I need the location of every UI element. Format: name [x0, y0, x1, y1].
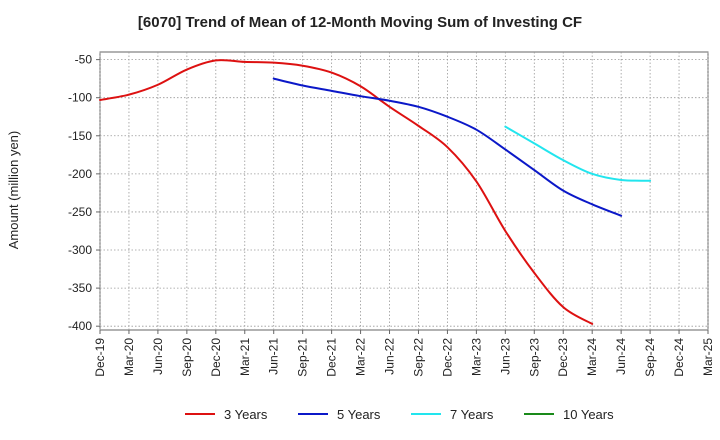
x-tick-label: Jun-20 [151, 338, 165, 375]
legend: 3 Years 5 Years 7 Years 10 Years [185, 407, 614, 422]
x-tick-label: Mar-22 [354, 338, 368, 376]
y-tick-label: -50 [75, 53, 93, 67]
x-tick-label: Dec-20 [209, 338, 223, 377]
legend-label-5-years: 5 Years [337, 407, 381, 422]
x-axis-ticks: Dec-19 Mar-20 Jun-20 Sep-20 Dec-20 Mar-21 Jun-… [93, 330, 715, 377]
x-tick-label: Jun-21 [267, 338, 281, 375]
series-line-7-years [504, 125, 652, 182]
x-tick-label: Dec-22 [440, 338, 454, 377]
legend-label-3-years: 3 Years [224, 407, 268, 422]
x-tick-label: Dec-24 [672, 338, 686, 377]
x-tick-label: Dec-21 [325, 338, 339, 377]
legend-label-7-years: 7 Years [450, 407, 494, 422]
x-tick-label: Mar-20 [122, 338, 136, 376]
x-tick-label: Sep-20 [180, 338, 194, 377]
chart-title: [6070] Trend of Mean of 12-Month Moving … [137, 14, 583, 31]
series-line-5-years [272, 77, 623, 217]
y-axis-ticks: -50 -100 -150 -200 -250 -300 -350 -400 [68, 53, 100, 333]
legend-label-10-years: 10 Years [563, 407, 614, 422]
x-tick-label: Jun-22 [383, 338, 397, 375]
x-tick-label: Sep-22 [411, 338, 425, 377]
x-tick-label: Jun-24 [614, 338, 628, 375]
y-tick-label: -350 [68, 281, 92, 295]
x-tick-label: Mar-24 [585, 338, 599, 376]
y-tick-label: -250 [68, 205, 92, 219]
x-tick-label: Jun-23 [498, 338, 512, 375]
plot-area [99, 51, 709, 331]
y-tick-label: -200 [68, 167, 92, 181]
series-lines [99, 59, 652, 325]
x-tick-label: Dec-23 [556, 338, 570, 377]
series-line-3-years [99, 59, 594, 325]
x-gridlines [99, 52, 709, 330]
y-tick-label: -400 [68, 319, 92, 333]
x-tick-label: Mar-21 [238, 338, 252, 376]
y-tick-label: -150 [68, 129, 92, 143]
x-tick-label: Sep-23 [527, 338, 541, 377]
x-tick-label: Sep-21 [296, 338, 310, 377]
x-tick-label: Mar-23 [469, 338, 483, 376]
x-tick-label: Dec-19 [93, 338, 107, 377]
y-axis-title: Amount (million yen) [6, 131, 21, 250]
x-tick-label: Sep-24 [643, 338, 657, 377]
x-tick-label: Mar-25 [701, 338, 715, 376]
y-tick-label: -300 [68, 243, 92, 257]
y-tick-label: -100 [68, 91, 92, 105]
